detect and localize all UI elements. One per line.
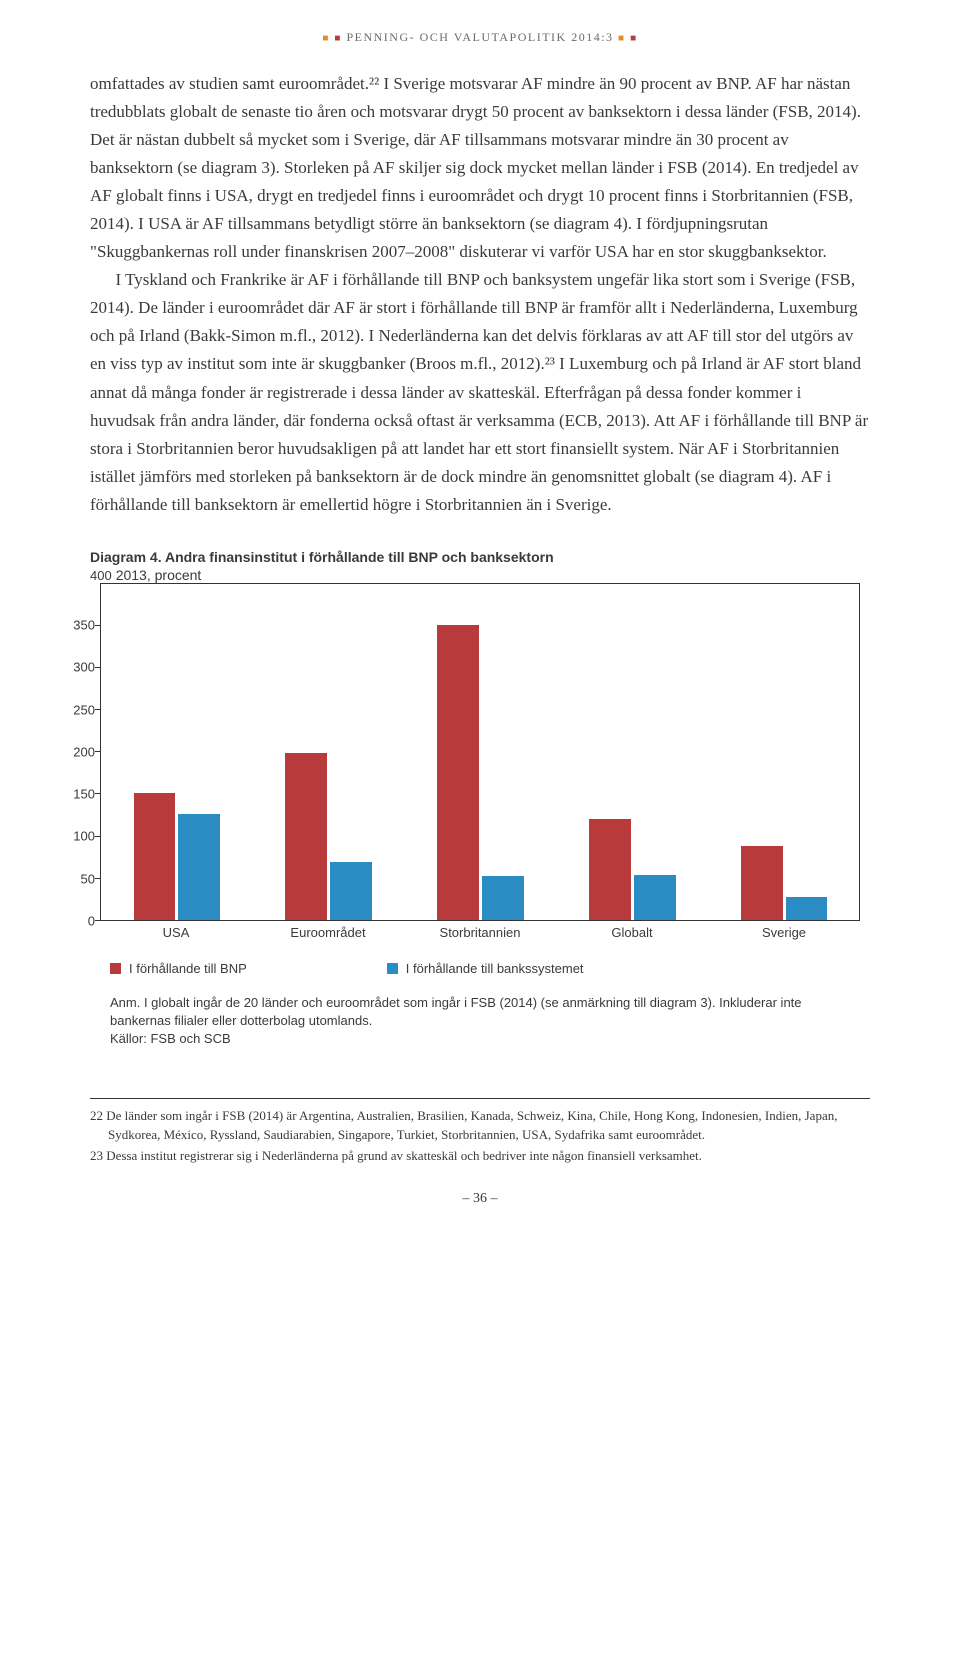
legend-square-red (110, 963, 121, 974)
legend-square-blue (387, 963, 398, 974)
footnote-23: 23 Dessa institut registrerar sig i Nede… (90, 1147, 870, 1166)
header-square-red: ■ (334, 33, 342, 44)
chart-note-text: Anm. I globalt ingår de 20 länder och eu… (110, 994, 850, 1030)
bar-storbritannien-1 (482, 876, 524, 920)
running-header: ■ ■ PENNING- OCH VALUTAPOLITIK 2014:3 ■ … (90, 30, 870, 45)
bar-sverige-0 (741, 846, 783, 920)
chart-area: 050100150200250300350 USAEuroområdetStor… (100, 583, 860, 943)
header-square-red-2: ■ (630, 33, 638, 44)
x-label-4: Sverige (762, 925, 806, 940)
bar-globalt-0 (589, 819, 631, 920)
footnote-separator (90, 1098, 870, 1099)
bar-sverige-1 (786, 897, 828, 920)
chart-note: Anm. I globalt ingår de 20 länder och eu… (110, 994, 850, 1049)
y-tick-50: 50 (81, 871, 95, 886)
chart-sources: Källor: FSB och SCB (110, 1030, 850, 1048)
y-tick-250: 250 (73, 702, 95, 717)
x-label-3: Globalt (611, 925, 652, 940)
bar-euroområdet-1 (330, 862, 372, 919)
legend-item-bnp: I förhållande till BNP (110, 961, 247, 976)
legend-item-bank: I förhållande till bankssystemet (387, 961, 584, 976)
paragraph-1: omfattades av studien samt euroområdet.²… (90, 70, 870, 266)
legend-label-bnp: I förhållande till BNP (129, 961, 247, 976)
footnote-22: 22 De länder som ingår i FSB (2014) är A… (90, 1107, 870, 1145)
bar-storbritannien-0 (437, 625, 479, 920)
diagram-4: Diagram 4. Andra finansinstitut i förhål… (90, 549, 870, 1049)
footnotes: 22 De länder som ingår i FSB (2014) är A… (90, 1107, 870, 1166)
paragraph-2: I Tyskland och Frankrike är AF i förhåll… (90, 266, 870, 518)
bar-usa-1 (178, 814, 220, 919)
y-tick-200: 200 (73, 744, 95, 759)
y-tick-mark (95, 625, 101, 626)
legend-label-bank: I förhållande till bankssystemet (406, 961, 584, 976)
y-tick-350: 350 (73, 618, 95, 633)
y-tick-mark (95, 878, 101, 879)
y-tick-150: 150 (73, 787, 95, 802)
chart-title-bold: Diagram 4. Andra finansinstitut i förhål… (90, 549, 554, 565)
plot-area (100, 583, 860, 921)
y-tick-mark (95, 751, 101, 752)
y-tick-100: 100 (73, 829, 95, 844)
chart-subtitle: 2013, procent (116, 567, 202, 583)
page-number: – 36 – (90, 1191, 870, 1207)
header-square-orange-2: ■ (618, 33, 626, 44)
body-text: omfattades av studien samt euroområdet.²… (90, 70, 870, 519)
y-tick-300: 300 (73, 660, 95, 675)
y-tick-0: 0 (88, 913, 95, 928)
x-label-1: Euroområdet (290, 925, 365, 940)
y-tick-mark (95, 836, 101, 837)
x-label-2: Storbritannien (440, 925, 521, 940)
y-tick-mark (95, 667, 101, 668)
x-axis-labels: USA Euroområdet Storbritannien Globalt Sveri… (100, 921, 860, 943)
header-text: PENNING- OCH VALUTAPOLITIK 2014:3 (346, 30, 613, 44)
bar-globalt-1 (634, 875, 676, 920)
y-tick-mark (95, 793, 101, 794)
x-label-0: USA (163, 925, 190, 940)
y-tick-400: 400 (90, 568, 112, 583)
bar-usa-0 (134, 793, 176, 919)
y-tick-mark (95, 709, 101, 710)
bar-euroområdet-0 (285, 753, 327, 920)
chart-legend: I förhållande till BNP I förhållande til… (110, 961, 870, 976)
header-square-orange: ■ (322, 33, 330, 44)
chart-title: Diagram 4. Andra finansinstitut i förhål… (90, 549, 870, 565)
